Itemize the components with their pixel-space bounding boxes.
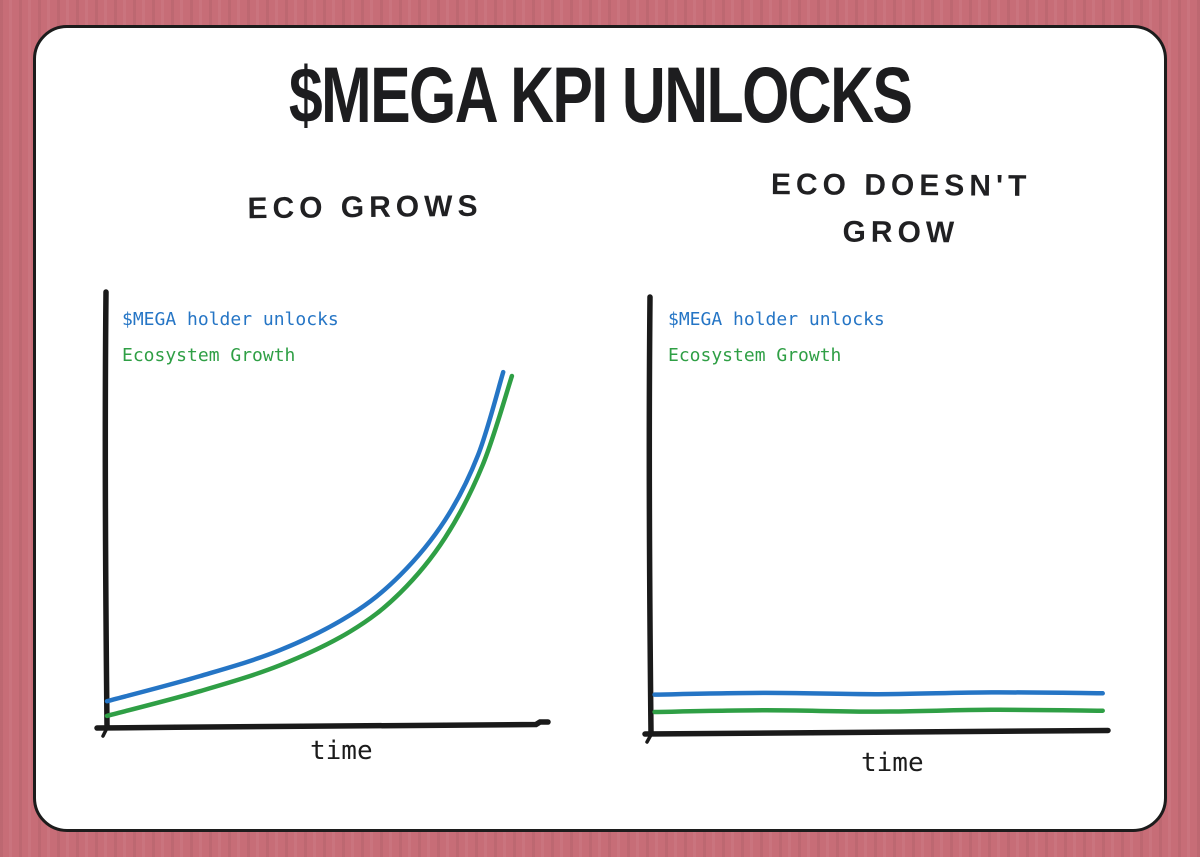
page-title-text: $MEGA KPI UNLOCKS [288, 51, 913, 140]
left-chart-legend: $MEGA holder unlocks Ecosystem Growth [122, 302, 339, 374]
right-chart-canvas [642, 294, 1111, 744]
right-chart-title: ECO DOESN'T GROW [770, 168, 1032, 250]
left-chart-canvas [94, 289, 551, 738]
x-axis [94, 719, 551, 731]
left-x-axis-label: time [310, 736, 373, 766]
series-lines [104, 369, 515, 719]
origin-tick [101, 724, 110, 738]
legend-entry-growth: Ecosystem Growth [122, 345, 296, 366]
legend-entry-unlocks: $MEGA holder unlocks [122, 309, 339, 330]
series-line-ecosystem-growth [104, 373, 515, 719]
left-chart-title: ECO GROWS [247, 189, 483, 226]
page-title: $MEGA KPI UNLOCKS [0, 51, 1200, 140]
y-axis [646, 294, 654, 735]
y-axis [102, 289, 110, 728]
series-line--mega-holder-unlocks [652, 690, 1105, 697]
series-line--mega-holder-unlocks [104, 369, 506, 704]
legend-entry-growth: Ecosystem Growth [668, 345, 842, 366]
right-chart-legend: $MEGA holder unlocks Ecosystem Growth [668, 302, 885, 374]
x-axis [642, 727, 1111, 737]
meme-card [33, 25, 1167, 832]
right-axes [642, 294, 1111, 744]
origin-tick [645, 731, 654, 744]
right-x-axis-label: time [861, 748, 924, 778]
series-lines [652, 690, 1105, 715]
legend-entry-unlocks: $MEGA holder unlocks [668, 309, 885, 330]
series-line-ecosystem-growth [652, 707, 1105, 715]
left-axes [94, 289, 551, 738]
